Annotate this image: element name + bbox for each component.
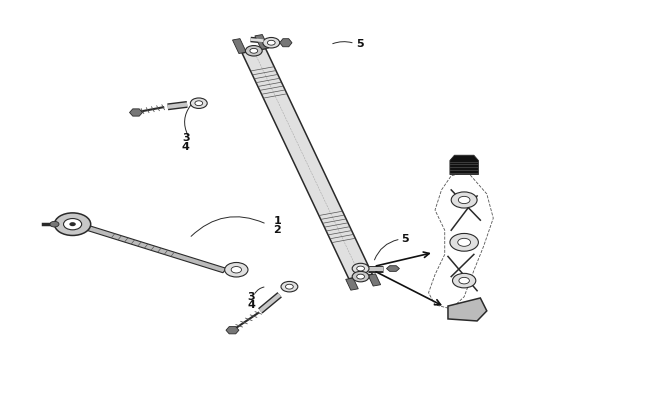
Circle shape <box>246 47 262 57</box>
Polygon shape <box>450 156 478 175</box>
Text: 3: 3 <box>182 133 190 143</box>
Polygon shape <box>233 40 246 54</box>
Circle shape <box>55 213 91 236</box>
Circle shape <box>263 38 280 49</box>
Polygon shape <box>242 49 372 279</box>
Circle shape <box>281 282 298 292</box>
Text: 3: 3 <box>248 291 255 301</box>
Text: 5: 5 <box>356 38 364 49</box>
Circle shape <box>285 285 293 290</box>
Polygon shape <box>368 274 381 286</box>
Polygon shape <box>226 327 239 334</box>
Polygon shape <box>387 266 400 272</box>
Text: 2: 2 <box>273 225 281 235</box>
Text: 5: 5 <box>401 234 409 244</box>
Circle shape <box>450 234 478 252</box>
Circle shape <box>225 263 248 277</box>
Circle shape <box>50 222 59 228</box>
Circle shape <box>459 278 469 284</box>
Polygon shape <box>74 222 226 273</box>
Polygon shape <box>448 298 487 321</box>
Polygon shape <box>255 35 268 50</box>
Text: 4: 4 <box>182 142 190 152</box>
Circle shape <box>451 192 477 209</box>
Circle shape <box>190 99 207 109</box>
Circle shape <box>452 274 476 288</box>
Polygon shape <box>280 40 292 48</box>
Circle shape <box>357 275 365 279</box>
Polygon shape <box>346 278 358 290</box>
Circle shape <box>64 219 82 230</box>
Polygon shape <box>129 110 142 117</box>
Circle shape <box>352 264 369 274</box>
Text: 1: 1 <box>273 215 281 226</box>
Circle shape <box>458 239 471 247</box>
Circle shape <box>195 102 203 107</box>
Circle shape <box>352 272 369 282</box>
Text: 4: 4 <box>248 300 255 310</box>
Circle shape <box>70 223 76 227</box>
Circle shape <box>267 41 275 46</box>
Circle shape <box>357 266 365 271</box>
Circle shape <box>231 267 242 273</box>
Circle shape <box>250 49 257 54</box>
Circle shape <box>458 197 470 204</box>
